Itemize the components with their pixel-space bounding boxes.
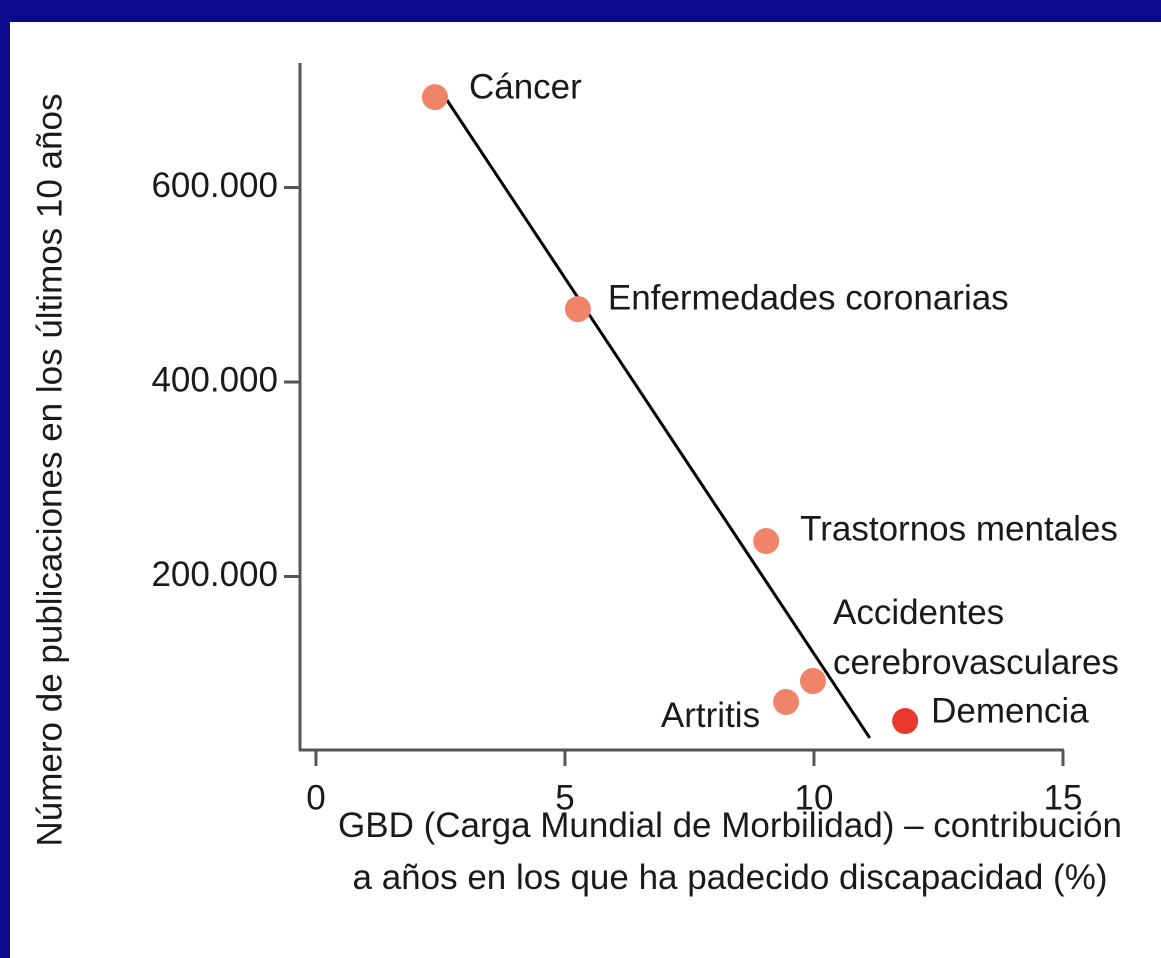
background bbox=[10, 22, 1161, 958]
y-axis-label: Número de publicaciones en los últimos 1… bbox=[30, 94, 69, 847]
x-tick-label: 5 bbox=[555, 778, 574, 817]
point-label: Accidentes cerebrovasculares bbox=[833, 593, 1119, 682]
y-tick-label: 400.000 bbox=[151, 360, 278, 399]
point-label: Trastornos mentales bbox=[800, 509, 1118, 548]
point bbox=[564, 296, 591, 323]
point bbox=[799, 668, 826, 695]
point-label: Cáncer bbox=[469, 67, 582, 106]
point bbox=[892, 708, 919, 735]
point bbox=[753, 528, 780, 555]
trend-line bbox=[445, 99, 872, 739]
point bbox=[773, 688, 800, 715]
x-tick-label: 10 bbox=[795, 778, 834, 817]
x-axis-label: GBD (Carga Mundial de Morbilidad) – cont… bbox=[338, 806, 1122, 897]
point-label: Demencia bbox=[931, 691, 1089, 730]
point-label: Enfermedades coronarias bbox=[608, 278, 1009, 317]
y-tick-label: 600.000 bbox=[151, 166, 278, 205]
y-tick-label: 200.000 bbox=[151, 555, 278, 594]
point bbox=[421, 84, 448, 111]
x-tick-label: 15 bbox=[1044, 778, 1083, 817]
point-label: Artritis bbox=[661, 696, 760, 735]
x-tick-label: 0 bbox=[306, 778, 325, 817]
